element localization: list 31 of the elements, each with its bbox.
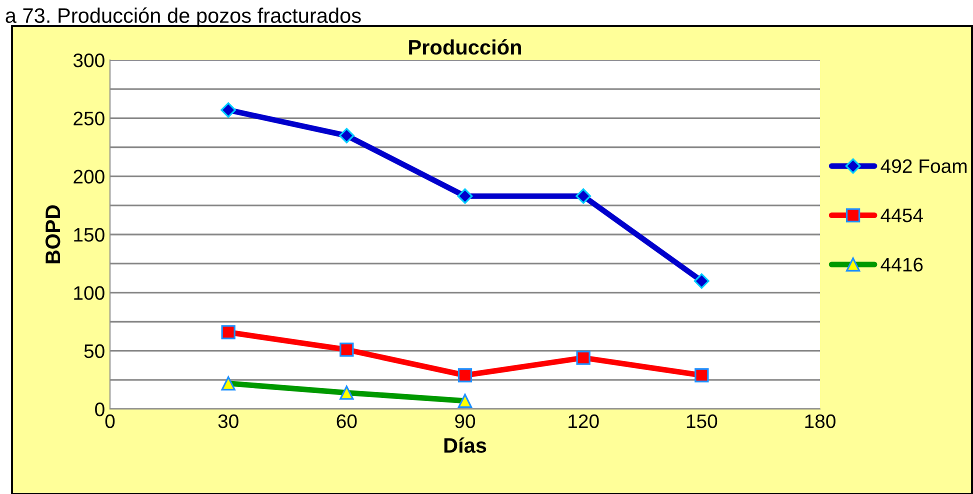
point	[576, 188, 592, 204]
y-axis-title: BOPD	[45, 205, 60, 264]
legend-label: 4454	[880, 208, 923, 222]
x-tick-label: 0	[105, 414, 115, 428]
x-tick-label: 60	[336, 414, 357, 428]
point	[338, 128, 354, 144]
point	[458, 368, 472, 382]
point	[694, 273, 710, 289]
point	[221, 325, 236, 340]
y-tick-label: 100	[74, 286, 104, 300]
x-tick-label: 150	[686, 414, 718, 428]
x-axis-title: Días	[444, 437, 486, 453]
y-tick-label: 250	[74, 112, 104, 126]
point	[576, 350, 590, 365]
y-tick-label: 200	[74, 170, 104, 184]
y-tick-label: 50	[84, 344, 104, 358]
x-tick-label: 90	[455, 414, 476, 428]
point	[220, 102, 236, 118]
x-tick-label: 120	[568, 414, 599, 428]
y-tick-label: 300	[73, 53, 104, 68]
legend-label: 4416	[880, 258, 923, 272]
x-tick-label: 180	[805, 414, 836, 428]
point	[340, 342, 354, 357]
text: a 73. Producción de pozos fracturados	[6, 7, 361, 28]
y-tick-label: 150	[74, 228, 104, 242]
y-tick-label: 0	[95, 402, 104, 416]
point	[457, 188, 473, 204]
x-tick-label: 30	[218, 414, 238, 428]
legend-label: 492 Foam	[880, 159, 967, 174]
point	[694, 368, 709, 382]
chart-title: Producción	[409, 39, 522, 55]
